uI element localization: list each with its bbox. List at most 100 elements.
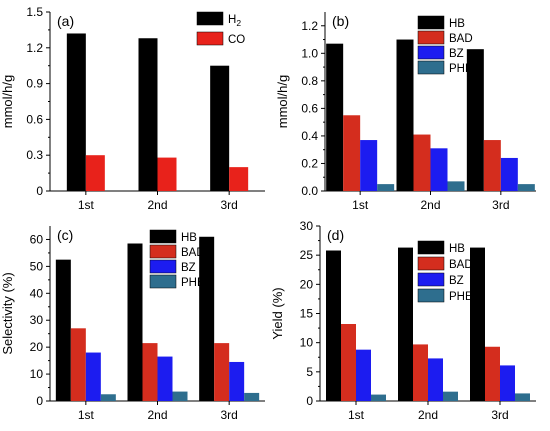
legend-swatch <box>196 31 224 46</box>
bar-phe-2nd <box>443 391 458 401</box>
bar-bad-3rd <box>485 346 500 401</box>
x-tick-label: 1st <box>352 198 369 212</box>
bar-hb-2nd <box>127 243 143 401</box>
bar-phe-2nd <box>447 181 465 191</box>
y-tick-label: 1.5 <box>26 5 43 19</box>
bar-bz-2nd <box>430 148 448 191</box>
bar-hb-3rd <box>199 236 215 401</box>
y-tick-label: 50 <box>30 259 44 273</box>
legend-label: BZ <box>449 48 464 60</box>
bar-bz-3rd <box>229 361 245 401</box>
panel-label: (d) <box>327 227 344 243</box>
y-axis-label: Yield (%) <box>270 287 285 339</box>
legend-swatch <box>417 15 445 30</box>
panel-label: (b) <box>332 13 349 29</box>
chart-panel-4: 0 5 10 15 20 25 30 1st 2nd 3rd Yield (%) (d) HB BAD BZ… <box>270 219 536 422</box>
legend-swatch <box>196 11 224 26</box>
y-tick-label: 15 <box>300 307 314 321</box>
y-tick-label: 30 <box>30 313 44 327</box>
y-tick-label: 0.0 <box>301 184 318 198</box>
bar-bz-1st <box>360 140 378 191</box>
bar-bz-2nd <box>157 356 173 401</box>
bar-phe-3rd <box>517 184 535 191</box>
chart-panel-3: 0 10 20 30 40 50 60 1st 2nd 3rd Selectivity (%) (c)… <box>0 226 265 422</box>
legend-swatch <box>417 256 445 271</box>
x-tick-label: 2nd <box>420 198 440 212</box>
bar-hb-1st <box>326 250 341 401</box>
bar-bad-2nd <box>142 343 158 401</box>
bar-phe-2nd <box>172 391 188 401</box>
y-tick-label: 20 <box>300 277 314 291</box>
bar-phe-1st <box>377 184 395 191</box>
y-tick-label: 40 <box>30 286 44 300</box>
y-tick-label: 1.2 <box>26 41 43 55</box>
x-tick-label: 3rd <box>492 198 509 212</box>
bar-hb-1st <box>326 43 344 191</box>
bar-bad-3rd <box>214 343 230 401</box>
bar-bad-3rd <box>483 140 501 191</box>
bar-hb-2nd <box>398 247 413 401</box>
x-tick-label: 3rd <box>220 408 237 422</box>
bar-phe-3rd <box>515 393 530 401</box>
bar-co-3rd <box>229 167 249 191</box>
bar-bad-1st <box>343 115 361 191</box>
bar-bz-1st <box>356 349 371 401</box>
bar-phe-1st <box>100 394 116 401</box>
bar-bz-3rd <box>500 365 515 401</box>
bar-phe-1st <box>371 394 386 401</box>
chart-panel-1: 0 0.3 0.6 0.9 1.2 1.5 1st 2nd 3rd mmol/h/g (a) H2 CO <box>0 5 265 212</box>
legend-label: BZ <box>181 262 196 274</box>
bar-bz-2nd <box>428 358 443 401</box>
legend-label: H2 <box>228 14 241 28</box>
legend-swatch <box>417 272 445 287</box>
y-tick-label: 30 <box>300 219 314 233</box>
bar-phe-3rd <box>244 392 260 401</box>
y-tick-label: 20 <box>30 340 44 354</box>
y-tick-label: 10 <box>300 336 314 350</box>
x-tick-label: 1st <box>78 198 95 212</box>
y-tick-label: 1.0 <box>301 46 318 60</box>
y-axis-label: mmol/h/g <box>275 75 290 128</box>
y-tick-label: 0 <box>36 394 43 408</box>
y-tick-label: 25 <box>300 248 314 262</box>
y-tick-label: 0 <box>306 394 313 408</box>
y-tick-label: 0.4 <box>301 129 318 143</box>
y-tick-label: 0.6 <box>301 101 318 115</box>
y-axis-label: mmol/h/g <box>0 75 15 128</box>
y-tick-label: 0.8 <box>301 74 318 88</box>
bar-hb-1st <box>55 259 71 401</box>
bar-h2-2nd <box>138 38 158 192</box>
x-tick-label: 1st <box>78 408 95 422</box>
legend-swatch <box>417 45 445 60</box>
legend-label: PHE <box>449 291 473 303</box>
legend-swatch <box>149 274 177 289</box>
y-tick-label: 60 <box>30 232 44 246</box>
y-tick-label: 0.6 <box>26 112 43 126</box>
bar-bad-2nd <box>413 134 431 191</box>
y-tick-label: 5 <box>306 365 313 379</box>
bar-hb-2nd <box>396 39 414 192</box>
x-tick-label: 2nd <box>147 408 167 422</box>
x-tick-label: 2nd <box>147 198 167 212</box>
x-tick-label: 2nd <box>418 408 438 422</box>
bar-co-1st <box>85 155 105 191</box>
x-tick-label: 1st <box>348 408 365 422</box>
bar-hb-3rd <box>470 247 485 401</box>
y-tick-label: 0.3 <box>26 148 43 162</box>
y-axis-label: Selectivity (%) <box>0 272 15 354</box>
bar-h2-3rd <box>210 65 230 191</box>
chart-panel-2: 0.0 0.2 0.4 0.6 0.8 1.0 1.2 1st 2nd 3rd mmol/h/g (b… <box>275 12 536 212</box>
bar-h2-1st <box>66 33 86 192</box>
y-tick-label: 10 <box>30 367 44 381</box>
legend-label: BAD <box>181 247 205 259</box>
legend-label: HB <box>449 18 465 30</box>
y-tick-label: 0.2 <box>301 156 318 170</box>
y-tick-label: 0 <box>36 184 43 198</box>
legend-swatch <box>417 240 445 255</box>
y-tick-label: 1.2 <box>301 19 318 33</box>
legend-swatch <box>149 259 177 274</box>
legend-label: PHE <box>181 277 205 289</box>
legend-swatch <box>149 229 177 244</box>
x-tick-label: 3rd <box>491 408 508 422</box>
